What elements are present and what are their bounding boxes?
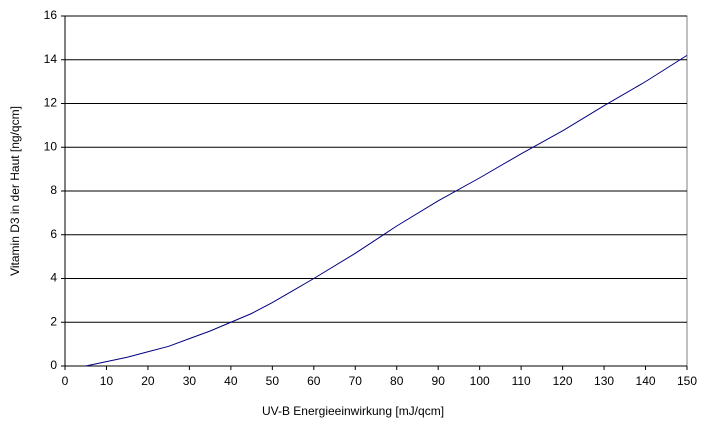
x-tick-label: 110 <box>512 374 531 388</box>
x-tick-label: 90 <box>432 374 446 388</box>
y-tick-label: 12 <box>44 96 58 110</box>
y-tick-label: 14 <box>44 52 58 66</box>
x-tick-label: 40 <box>224 374 238 388</box>
x-tick-label: 60 <box>307 374 321 388</box>
y-tick-label: 6 <box>50 227 57 241</box>
x-tick-label: 130 <box>594 374 614 388</box>
x-tick-label: 150 <box>677 374 697 388</box>
x-tick-label: 0 <box>62 374 69 388</box>
x-tick-label: 80 <box>390 374 404 388</box>
y-tick-label: 16 <box>44 8 58 22</box>
y-tick-label: 0 <box>50 358 57 372</box>
y-axis-label: Vitamin D3 in der Haut [ng/qcm] <box>8 106 22 276</box>
x-tick-label: 50 <box>266 374 280 388</box>
y-tick-label: 2 <box>50 314 57 328</box>
y-tick-label: 10 <box>44 139 58 153</box>
x-tick-label: 100 <box>470 374 490 388</box>
x-tick-label: 20 <box>141 374 155 388</box>
x-axis-label: UV-B Energieeinwirkung [mJ/qcm] <box>262 404 444 418</box>
data-line <box>85 54 688 367</box>
y-tick-label: 4 <box>50 271 57 285</box>
x-tick-label: 30 <box>183 374 197 388</box>
x-tick-label: 70 <box>349 374 363 388</box>
x-tick-label: 140 <box>636 374 656 388</box>
x-tick-label: 10 <box>100 374 114 388</box>
y-tick-label: 8 <box>50 183 57 197</box>
x-tick-label: 120 <box>553 374 573 388</box>
